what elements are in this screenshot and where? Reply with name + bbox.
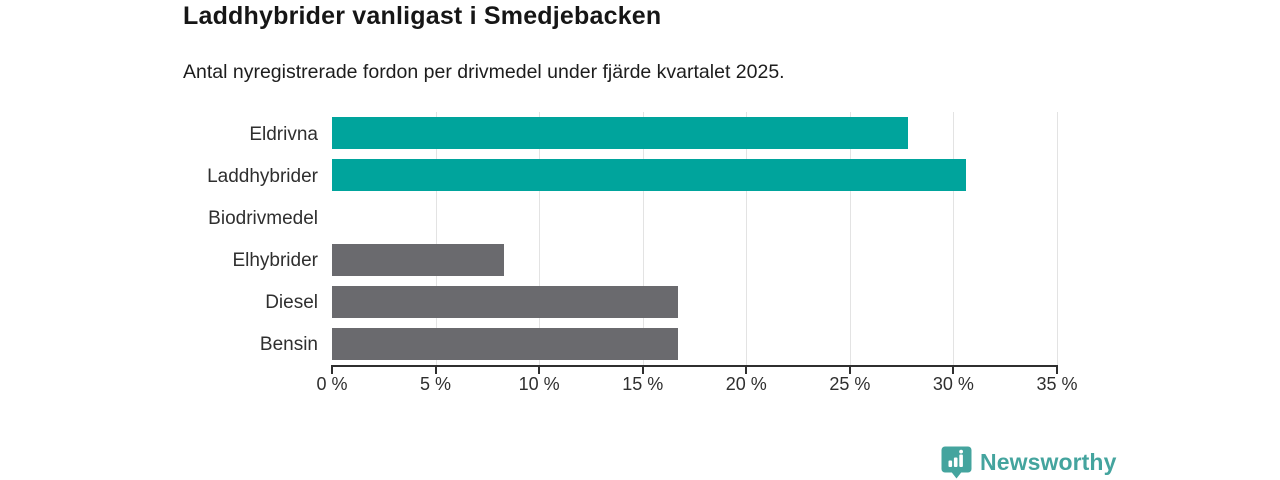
x-tick-label-20: 20 % bbox=[725, 374, 767, 394]
category-label-elhybrider: Elhybrider bbox=[232, 250, 318, 272]
gridline-5 bbox=[435, 112, 437, 365]
plot-area bbox=[332, 112, 1058, 365]
gridline-30 bbox=[953, 112, 955, 365]
x-tick-label-15: 15 % bbox=[622, 374, 664, 394]
bar-elhybrider bbox=[332, 243, 504, 276]
category-label-eldrivna: Eldrivna bbox=[249, 123, 318, 145]
bar-eldrivna bbox=[332, 117, 908, 150]
x-tick-label-10: 10 % bbox=[518, 374, 560, 394]
x-tick-0 bbox=[331, 367, 333, 374]
gridline-35 bbox=[1057, 112, 1058, 365]
x-axis-line bbox=[331, 365, 1058, 367]
x-tick-10 bbox=[538, 367, 541, 374]
category-label-bensin: Bensin bbox=[259, 334, 318, 356]
x-tick-label-30: 30 % bbox=[932, 374, 974, 394]
chart-subtitle: Antal nyregistrerade fordon per drivmede… bbox=[183, 61, 785, 83]
x-tick-20 bbox=[745, 367, 748, 374]
x-tick-label-35: 35 % bbox=[1036, 374, 1078, 394]
gridline-20 bbox=[746, 112, 748, 365]
bar-diesel bbox=[332, 285, 678, 318]
brand-name: Newsworthy bbox=[980, 449, 1117, 475]
x-tick-label-25: 25 % bbox=[829, 374, 871, 394]
newsworthy-logo-icon bbox=[941, 446, 972, 479]
y-axis-category-labels: Eldrivna Laddhybrider Biodrivmedel Elhybrid… bbox=[0, 112, 318, 365]
x-tick-label-5: 5 % bbox=[420, 374, 452, 394]
gridline-25 bbox=[849, 112, 851, 365]
x-tick-25 bbox=[848, 367, 851, 374]
category-label-biodrivmedel: Biodrivmedel bbox=[208, 207, 318, 229]
x-tick-15 bbox=[641, 367, 644, 374]
category-label-laddhybrider: Laddhybrider bbox=[207, 165, 318, 187]
x-tick-5 bbox=[434, 367, 437, 374]
x-tick-label-0: 0 % bbox=[316, 374, 348, 394]
gridline-10 bbox=[539, 112, 541, 365]
chart-title: Laddhybrider vanligast i Smedjebacken bbox=[183, 2, 662, 30]
x-tick-35 bbox=[1056, 367, 1058, 374]
category-label-diesel: Diesel bbox=[265, 292, 318, 314]
bar-bensin bbox=[332, 327, 678, 360]
x-tick-30 bbox=[952, 367, 955, 374]
bar-laddhybrider bbox=[332, 159, 966, 192]
gridline-15 bbox=[642, 112, 644, 365]
brand-footer: Newsworthy bbox=[941, 446, 1116, 479]
